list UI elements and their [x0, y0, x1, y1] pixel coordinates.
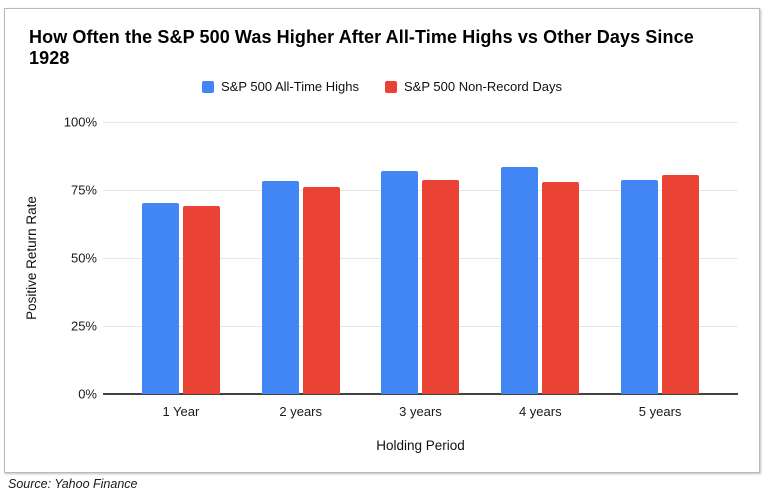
legend-label: S&P 500 Non-Record Days — [404, 79, 563, 94]
x-tick-label: 5 years — [638, 404, 682, 419]
source-note: Source: Yahoo Finance — [8, 477, 138, 491]
x-tick-label: 1 Year — [162, 404, 200, 419]
gridline — [103, 122, 738, 123]
plot-area — [103, 122, 738, 395]
y-tick-label: 50% — [70, 250, 97, 266]
y-tick-label: 25% — [70, 318, 97, 334]
x-tick-label: 4 years — [518, 404, 562, 419]
legend-swatch-icon — [385, 80, 397, 93]
bar-group-3-years — [361, 122, 481, 394]
bar-group-4-years — [480, 122, 600, 394]
bar-group-5-years — [600, 122, 720, 394]
legend-item-1: S&P 500 Non-Record Days — [385, 79, 562, 94]
chart-card: How Often the S&P 500 Was Higher After A… — [4, 8, 760, 473]
bar — [182, 205, 220, 394]
gridline — [103, 258, 738, 259]
bar — [141, 202, 179, 394]
x-axis-labels: 1 Year 2 years 3 years 4 years 5 years — [103, 404, 738, 419]
gridline — [103, 190, 738, 191]
chart-title: How Often the S&P 500 Was Higher After A… — [29, 27, 694, 68]
bar — [422, 180, 460, 394]
legend-item-0: S&P 500 All-Time Highs — [201, 79, 359, 94]
bar — [501, 166, 539, 394]
y-axis-title: Positive Return Rate — [23, 196, 39, 320]
legend-label: S&P 500 All-Time Highs — [220, 79, 359, 94]
y-tick-label: 100% — [63, 114, 97, 130]
x-axis-title: Holding Period — [376, 438, 465, 453]
bar — [302, 186, 340, 394]
y-tick-label: 75% — [70, 182, 97, 198]
x-axis-line — [103, 393, 738, 395]
bar — [261, 181, 299, 394]
y-axis-ticks: 0% 25% 50% 75% 100% — [41, 115, 97, 402]
bar-groups — [103, 122, 738, 394]
bar — [662, 175, 700, 394]
legend: S&P 500 All-Time Highs S&P 500 Non-Record… — [5, 79, 759, 94]
bar — [542, 182, 580, 394]
bar-group-1-year — [121, 122, 241, 394]
x-tick-label: 2 years — [279, 404, 323, 419]
bar — [381, 170, 419, 394]
bar — [621, 180, 659, 394]
legend-swatch-icon — [201, 80, 214, 93]
y-tick-label: 0% — [78, 386, 97, 402]
x-tick-label: 3 years — [399, 404, 442, 419]
gridline — [103, 326, 738, 327]
bar-group-2-years — [241, 122, 361, 394]
